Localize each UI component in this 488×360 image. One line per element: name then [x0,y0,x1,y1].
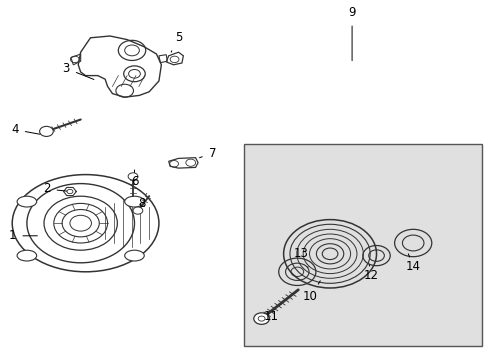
Ellipse shape [17,196,37,207]
Text: 5: 5 [171,31,182,52]
Text: 13: 13 [293,247,307,267]
Text: 14: 14 [405,254,420,273]
Circle shape [40,126,53,136]
Ellipse shape [124,250,144,261]
Ellipse shape [17,250,37,261]
Text: 6: 6 [130,170,138,188]
Bar [244,144,481,346]
Text: 2: 2 [42,183,67,195]
Circle shape [133,207,142,214]
Text: 9: 9 [347,6,355,60]
Text: 12: 12 [364,265,378,282]
Text: 8: 8 [138,194,146,210]
Ellipse shape [124,196,144,207]
Text: 1: 1 [8,229,37,242]
Text: 7: 7 [199,147,216,159]
Text: 4: 4 [11,123,40,136]
Circle shape [253,313,269,324]
Text: 10: 10 [303,281,320,303]
Circle shape [128,173,138,180]
Text: 11: 11 [264,304,281,323]
Text: 3: 3 [62,62,94,80]
